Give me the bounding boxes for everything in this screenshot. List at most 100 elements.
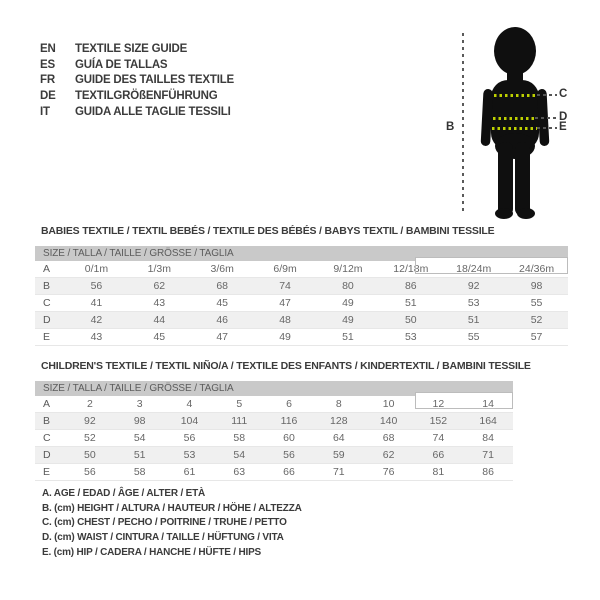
table-cell: 57 — [530, 331, 543, 343]
table-cell: 59 — [332, 449, 345, 461]
table-cell: 54 — [233, 449, 246, 461]
row-label: B — [43, 280, 51, 292]
table-cell: 1/3m — [147, 263, 171, 275]
table-cell: 6 — [286, 398, 292, 410]
table-cell: 45 — [153, 331, 166, 343]
table-cell: 53 — [183, 449, 196, 461]
table-cell: 49 — [279, 331, 291, 343]
table-cell: 71 — [332, 466, 345, 478]
table-row: C 52 54 56 58 60 64 68 74 84 — [35, 430, 513, 447]
table-cell: 51 — [342, 331, 354, 343]
babies-size-table: BABIES TEXTILE / TEXTIL BEBÉS / TEXTILE … — [35, 222, 568, 346]
hip-measure-dash — [537, 127, 557, 129]
table-cell: 60 — [283, 432, 295, 444]
table-cell: 56 — [90, 280, 103, 292]
figure-label-chest: C — [559, 88, 568, 100]
legend-item: E. (cm) HIP / CADERA / HANCHE / HÜFTE / … — [42, 546, 262, 558]
table-cell: 61 — [183, 466, 196, 478]
language-code: IT — [40, 106, 50, 119]
table-cell: 41 — [90, 297, 103, 309]
row-label: B — [43, 415, 51, 427]
table-cell: 58 — [133, 466, 146, 478]
table-cell: 92 — [84, 415, 96, 427]
table-cell: 47 — [279, 297, 291, 309]
table-cell: 3 — [136, 398, 143, 410]
language-row: DE TEXTILGRÖßENFÜHRUNG — [40, 88, 234, 104]
table-cell: 6/9m — [273, 263, 297, 275]
legend-item: C. (cm) CHEST / PECHO / POITRINE / TRUHE… — [42, 517, 287, 529]
table-cell: 84 — [482, 432, 494, 444]
table-cell: 164 — [479, 415, 497, 427]
table-cell: 50 — [84, 449, 96, 461]
table-cell: 74 — [279, 280, 291, 292]
table-row: A 0/1m 1/3m 3/6m 6/9m 9/12m 12/18m 18/24m 24/36m — [35, 261, 568, 278]
table-cell: 52 — [530, 314, 543, 326]
children-size-table: CHILDREN'S TEXTILE / TEXTIL NIÑO/A / TEX… — [35, 357, 531, 481]
table-cell: 56 — [183, 432, 196, 444]
language-row: FR GUIDE DES TAILLES TEXTILE — [40, 73, 234, 89]
children-table-header: SIZE / TALLA / TAILLE / GRÖSSE / TAGLIA — [35, 381, 513, 396]
table-cell: 53 — [467, 297, 480, 309]
table-cell: 86 — [404, 280, 417, 292]
table-row: A 2 3 4 5 6 8 10 12 14 — [35, 396, 513, 413]
table-row: D 50 51 53 54 56 59 62 66 71 — [35, 447, 513, 464]
table-cell: 66 — [432, 449, 445, 461]
row-label: E — [43, 466, 51, 478]
table-cell: 10 — [382, 398, 395, 410]
language-code: FR — [40, 74, 55, 87]
language-row: ES GUÍA DE TALLAS — [40, 57, 234, 73]
language-row: EN TEXTILE SIZE GUIDE — [40, 41, 234, 57]
table-cell: 12/18m — [393, 263, 429, 275]
children-table-title: CHILDREN'S TEXTILE / TEXTIL NIÑO/A / TEX… — [41, 360, 531, 372]
table-cell: 14 — [482, 398, 494, 410]
table-cell: 45 — [216, 297, 229, 309]
waist-measure-dots — [493, 117, 535, 120]
language-label: GUIDE DES TAILLES TEXTILE — [75, 74, 234, 87]
table-cell: 152 — [429, 415, 448, 427]
row-label: C — [43, 432, 51, 444]
table-cell: 51 — [404, 297, 417, 309]
table-cell: 55 — [530, 297, 543, 309]
language-code: ES — [40, 58, 55, 71]
table-cell: 68 — [216, 280, 229, 292]
table-cell: 3/6m — [210, 263, 234, 275]
table-cell: 46 — [216, 314, 229, 326]
table-cell: 24/36m — [519, 263, 555, 275]
row-label: E — [43, 331, 51, 343]
table-row: B 92 98 104 111 116 128 140 152 164 — [35, 413, 513, 430]
table-cell: 51 — [467, 314, 480, 326]
table-cell: 62 — [153, 280, 166, 292]
child-silhouette-icon — [480, 27, 550, 219]
row-label: C — [43, 297, 51, 309]
height-measure-line — [462, 33, 464, 215]
table-cell: 43 — [90, 331, 103, 343]
table-cell: 56 — [283, 449, 295, 461]
table-cell: 66 — [283, 466, 295, 478]
table-cell: 92 — [467, 280, 480, 292]
table-cell: 74 — [432, 432, 445, 444]
language-list: EN TEXTILE SIZE GUIDE ES GUÍA DE TALLAS FR GU… — [40, 41, 234, 120]
table-row: B 56 62 68 74 80 86 92 98 — [35, 278, 568, 295]
table-cell: 53 — [404, 331, 417, 343]
table-cell: 81 — [432, 466, 445, 478]
measurement-legend: A. AGE / EDAD / ÂGE / ALTER / ETÀ B. (cm)… — [42, 487, 302, 560]
row-label: D — [43, 449, 51, 461]
table-cell: 4 — [186, 398, 193, 410]
table-row: D 42 44 46 48 49 50 51 52 — [35, 312, 568, 329]
hip-measure-dots — [492, 127, 537, 130]
table-cell: 104 — [180, 415, 199, 427]
legend-item: D. (cm) WAIST / CINTURA / TAILLE / HÜFTU… — [42, 532, 284, 544]
waist-measure-dash — [535, 117, 557, 119]
table-cell: 48 — [279, 314, 291, 326]
babies-table-body: A 0/1m 1/3m 3/6m 6/9m 9/12m 12/18m 18/24m 24/36m… — [35, 261, 568, 346]
table-cell: 58 — [233, 432, 246, 444]
language-label: GUIDA ALLE TAGLIE TESSILI — [75, 106, 231, 119]
table-cell: 49 — [342, 297, 354, 309]
legend-item: B. (cm) HEIGHT / ALTURA / HAUTEUR / HÖHE… — [42, 502, 302, 514]
table-cell: 5 — [236, 398, 243, 410]
legend-item: A. AGE / EDAD / ÂGE / ALTER / ETÀ — [42, 488, 206, 499]
language-code: EN — [40, 42, 56, 55]
table-cell: 44 — [153, 314, 166, 326]
table-cell: 12 — [432, 398, 445, 410]
table-cell: 0/1m — [84, 263, 109, 275]
